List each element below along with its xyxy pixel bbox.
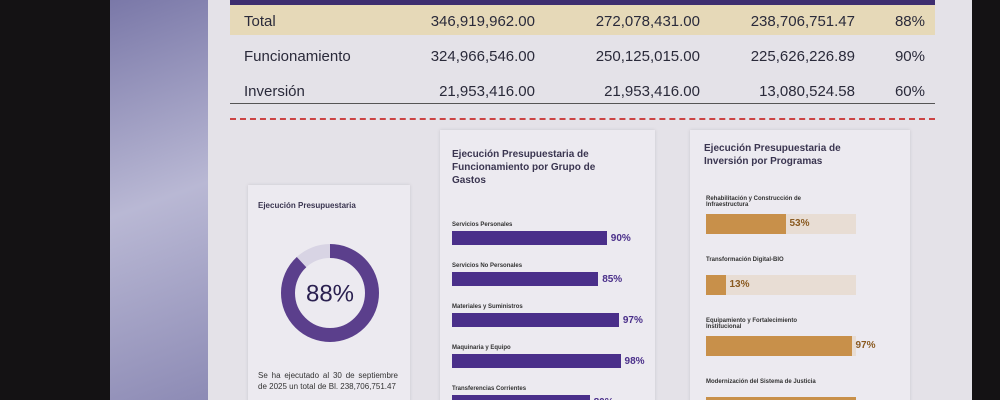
bar-value: 90% [610, 233, 631, 244]
rule [230, 103, 935, 104]
bar-value: 97% [622, 315, 643, 326]
bar-label: Materiales y Suministros [452, 304, 523, 310]
cell: Funcionamiento [244, 48, 351, 65]
bar [452, 313, 619, 327]
funcionamiento-title: Ejecución Presupuestaria de Funcionamien… [452, 149, 596, 186]
cell: Total [244, 13, 276, 30]
bar [452, 395, 590, 400]
cell: 13,080,524.58 [759, 83, 855, 100]
cell: 346,919,962.00 [430, 13, 535, 30]
table-row: Inversión 21,953,416.00 21,953,416.00 13,08… [230, 75, 935, 105]
cell: 250,125,015.00 [595, 48, 700, 65]
bar-value: 13% [729, 279, 750, 290]
cell: 324,966,546.00 [430, 48, 535, 65]
bar-track [706, 275, 856, 295]
cell: 238,706,751.47 [750, 13, 855, 30]
divider [230, 118, 935, 120]
cell: 272,078,431.00 [595, 13, 700, 30]
cell: 21,953,416.00 [604, 83, 700, 100]
bar [452, 272, 599, 286]
cell: 21,953,416.00 [439, 83, 535, 100]
bar-value: 98% [624, 356, 645, 367]
cell: 90% [894, 48, 925, 65]
table-row: Funcionamiento 324,966,546.00 250,125,015.… [230, 40, 935, 70]
total-row: Total 346,919,962.00 272,078,431.00 238,706… [230, 5, 935, 35]
bar-value: 97% [855, 340, 876, 351]
bar-label: Transformación Digital-BIO [706, 257, 784, 263]
donut-card: Ejecución Presupuestaria 88% Se ha ejecu… [248, 185, 410, 400]
funcionamiento-card: Ejecución Presupuestaria de Funcionamien… [440, 130, 655, 400]
bar-label: Modernización del Sistema de Justicia [706, 379, 816, 385]
header-band [230, 0, 935, 5]
bar-value: 80% [594, 397, 614, 400]
donut-title: Ejecución Presupuestaria [258, 201, 356, 210]
donut-note: Se ha ejecutado al 30 de septiembre de 2… [258, 371, 398, 391]
bar-label: Maquinaria y Equipo [452, 345, 511, 351]
bar-label: Transferencias Corrientes [452, 386, 527, 392]
bar-label: Servicios No Personales [452, 263, 523, 269]
bar-value: 53% [789, 218, 810, 229]
cell: 88% [894, 13, 925, 30]
bar [706, 397, 856, 400]
bar [452, 354, 621, 368]
donut-label: 88% [306, 280, 354, 307]
inversion-card: Ejecución Presupuestaria de Inversión po… [690, 130, 910, 400]
bar [706, 336, 852, 356]
bar-label: Rehabilitación y Construcción de Infraes… [706, 196, 802, 208]
cell: Inversión [244, 83, 305, 100]
cell: 60% [894, 83, 925, 100]
decoration [110, 0, 208, 400]
bar [706, 275, 726, 295]
donut-arc [281, 244, 379, 342]
bar-value: 85% [602, 274, 623, 285]
bar-label: Servicios Personales [452, 222, 513, 228]
bar [452, 231, 607, 245]
bar [706, 214, 786, 234]
slide: Total 346,919,962.00 272,078,431.00 238,706… [110, 0, 972, 400]
bar-label: Equipamiento y Fortalecimiento Instituci… [706, 318, 798, 330]
inversion-title: Ejecución Presupuestaria de Inversión po… [704, 143, 841, 167]
donut: 88% [281, 244, 379, 342]
cell: 225,626,226.89 [750, 48, 855, 65]
